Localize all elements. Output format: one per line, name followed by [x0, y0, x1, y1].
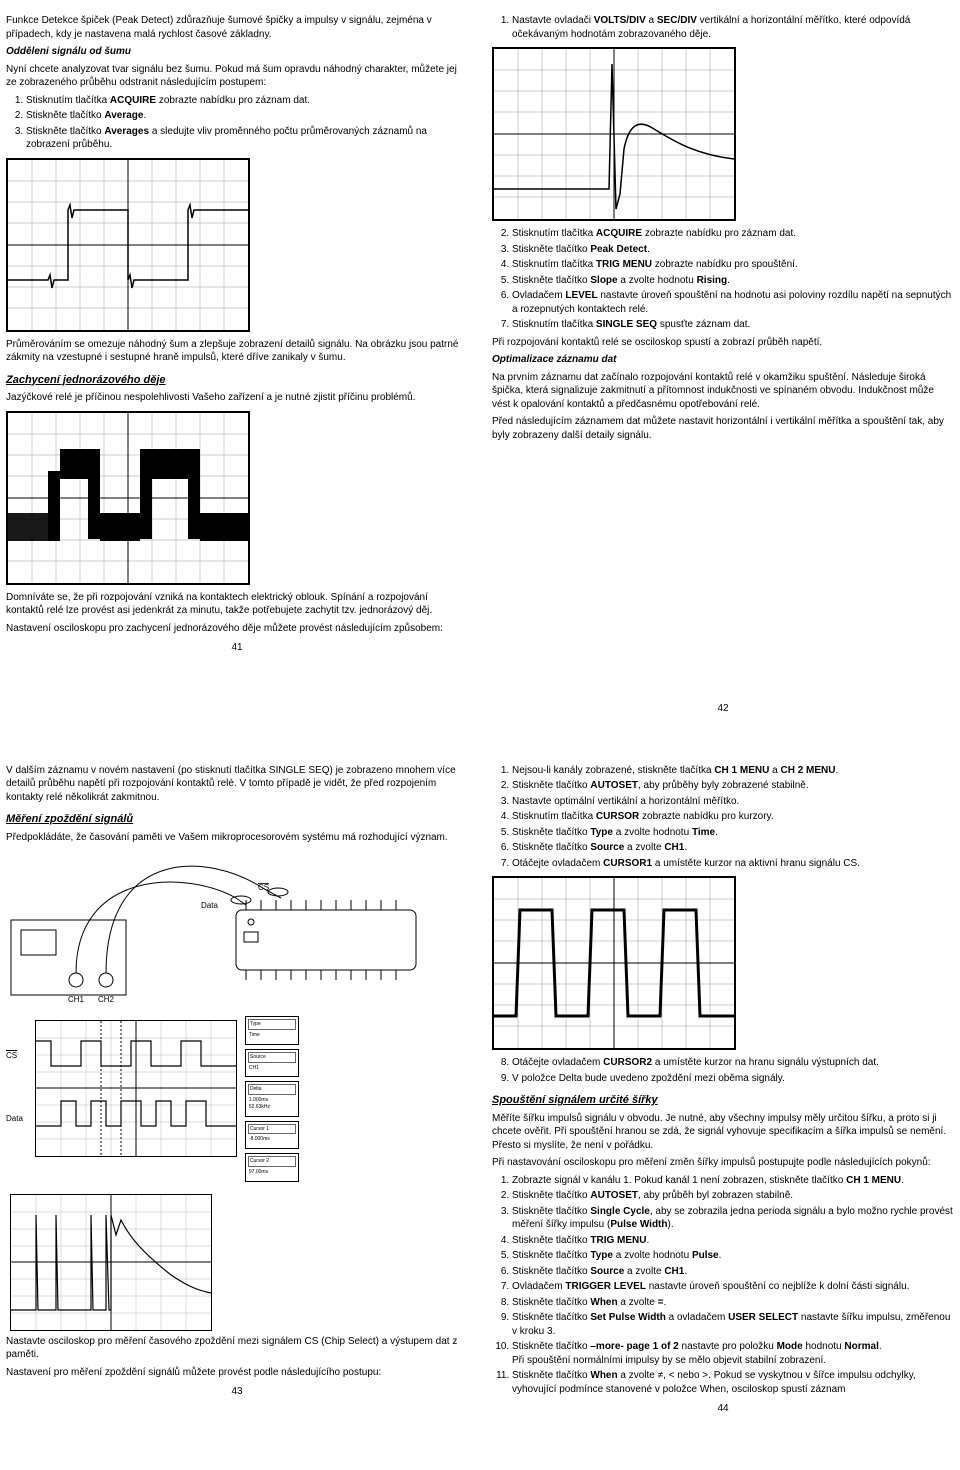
step: Stiskněte tlačítko –more- page 1 of 2 na…	[512, 1340, 954, 1367]
page-number: 41	[6, 641, 468, 655]
scope-averaged	[6, 158, 250, 332]
step: Stisknutím tlačítka ACQUIRE zobrazte nab…	[26, 94, 468, 108]
step: Stisknutím tlačítka ACQUIRE zobrazte nab…	[512, 227, 954, 241]
svg-text:CH1: CH1	[68, 995, 85, 1004]
step: Stiskněte tlačítko Average.	[26, 109, 468, 123]
section-heading: Optimalizace záznamu dat	[492, 353, 954, 367]
steps-list: Nejsou-li kanály zobrazené, stiskněte tl…	[492, 764, 954, 871]
page-43: V dalším záznamu v novém nastavení (po s…	[6, 760, 468, 1420]
step: Stiskněte tlačítko AUTOSET, aby průběh b…	[512, 1189, 954, 1203]
section-heading: Zachycení jednorázového děje	[6, 373, 468, 388]
page-42: Nastavte ovladači VOLTS/DIV a SEC/DIV ve…	[492, 10, 954, 720]
body-text: Měříte šířku impulsů signálu v obvodu. J…	[492, 1112, 954, 1153]
step: Zobrazte signál v kanálu 1. Pokud kanál …	[512, 1174, 954, 1188]
body-text: Domníváte se, že při rozpojování vzniká …	[6, 591, 468, 618]
steps-list: Stisknutím tlačítka ACQUIRE zobrazte nab…	[492, 227, 954, 332]
body-text: Při nastavování osciloskopu pro měření z…	[492, 1156, 954, 1170]
step: Nejsou-li kanály zobrazené, stiskněte tl…	[512, 764, 954, 778]
step: V položce Delta bude uvedeno zpoždění me…	[512, 1072, 954, 1086]
step: Stiskněte tlačítko Type a zvolte hodnotu…	[512, 1249, 954, 1263]
body-text: Nyní chcete analyzovat tvar signálu bez …	[6, 63, 468, 90]
step: Stiskněte tlačítko Peak Detect.	[512, 243, 954, 257]
step: Stiskněte tlačítko Slope a zvolte hodnot…	[512, 274, 954, 288]
body-text: Nastavení osciloskopu pro zachycení jedn…	[6, 622, 468, 636]
step: Otáčejte ovladačem CURSOR1 a umístěte ku…	[512, 857, 954, 871]
step: Stiskněte tlačítko Set Pulse Width a ovl…	[512, 1311, 954, 1338]
page-44: Nejsou-li kanály zobrazené, stiskněte tl…	[492, 760, 954, 1420]
section-heading: Odděleni signálu od šumu	[6, 45, 468, 59]
step: Stiskněte tlačítko When a zvolte ≠, < ne…	[512, 1369, 954, 1396]
body-text: Na prvním záznamu dat začínalo rozpojová…	[492, 371, 954, 412]
svg-text:CH2: CH2	[98, 995, 115, 1004]
step: Stisknutím tlačítka TRIG MENU zobrazte n…	[512, 258, 954, 272]
body-text: Nastavení pro měření zpoždění signálů mů…	[6, 1366, 468, 1380]
steps-list: Stisknutím tlačítka ACQUIRE zobrazte nab…	[6, 94, 468, 152]
scope-bounce	[10, 1194, 212, 1331]
scope-square	[492, 876, 736, 1050]
scope-noisy	[6, 411, 250, 585]
step: Stisknutím tlačítka SINGLE SEQ spusťte z…	[512, 318, 954, 332]
step: Stiskněte tlačítko Averages a sledujte v…	[26, 125, 468, 152]
body-text: Při rozpojování kontaktů relé se oscilos…	[492, 336, 954, 350]
body-text: Předpokládáte, že časování paměti ve Vaš…	[6, 831, 468, 845]
step: Stiskněte tlačítko Source a zvolte CH1.	[512, 1265, 954, 1279]
step: Ovladačem LEVEL nastavte úroveň spouštěn…	[512, 289, 954, 316]
page-number: 43	[6, 1385, 468, 1399]
step: Otáčejte ovladačem CURSOR2 a umístěte ku…	[512, 1056, 954, 1070]
cursor-menu: TypeTime SourceCH1 Delta1.000ms 52.63kHz…	[245, 1016, 299, 1185]
step: Stiskněte tlačítko Source a zvolte CH1.	[512, 841, 954, 855]
scope-spike	[492, 47, 736, 221]
step: Stiskněte tlačítko Type a zvolte hodnotu…	[512, 826, 954, 840]
step: Stiskněte tlačítko Single Cycle, aby se …	[512, 1205, 954, 1232]
step: Nastavte optimální vertikální a horizont…	[512, 795, 954, 809]
steps-list: Nastavte ovladači VOLTS/DIV a SEC/DIV ve…	[492, 14, 954, 41]
body-text: Jazýčkové relé je příčinou nespolehlivos…	[6, 391, 468, 405]
step: Stiskněte tlačítko TRIG MENU.	[512, 1234, 954, 1248]
svg-text:Data: Data	[201, 901, 218, 910]
intro-text: Funkce Detekce špiček (Peak Detect) zdůr…	[6, 14, 468, 41]
steps-list: Zobrazte signál v kanálu 1. Pokud kanál …	[492, 1174, 954, 1397]
label-data: Data	[6, 1114, 23, 1125]
body-text: V dalším záznamu v novém nastavení (po s…	[6, 764, 468, 805]
svg-text:CS: CS	[258, 883, 269, 892]
body-text: Před následujícím záznamem dat můžete na…	[492, 415, 954, 442]
page-number: 42	[492, 702, 954, 716]
step: Nastavte ovladači VOLTS/DIV a SEC/DIV ve…	[512, 14, 954, 41]
scope-timing	[35, 1020, 237, 1157]
probe-diagram: CH1 CH2 Data CS	[6, 850, 436, 1010]
page-number: 44	[492, 1402, 954, 1416]
steps-list: Otáčejte ovladačem CURSOR2 a umístěte ku…	[492, 1056, 954, 1085]
step: Stiskněte tlačítko AUTOSET, aby průběhy …	[512, 779, 954, 793]
section-heading: Měření zpoždění signálů	[6, 812, 468, 827]
step: Stiskněte tlačítko When a zvolte =.	[512, 1296, 954, 1310]
page-41: Funkce Detekce špiček (Peak Detect) zdůr…	[6, 10, 468, 720]
label-cs: CS	[6, 1051, 23, 1062]
step: Ovladačem TRIGGER LEVEL nastavte úroveň …	[512, 1280, 954, 1294]
section-heading: Spouštění signálem určité šířky	[492, 1093, 954, 1108]
step: Stisknutím tlačítka CURSOR zobrazte nabí…	[512, 810, 954, 824]
body-text: Průměrováním se omezuje náhodný šum a zl…	[6, 338, 468, 365]
